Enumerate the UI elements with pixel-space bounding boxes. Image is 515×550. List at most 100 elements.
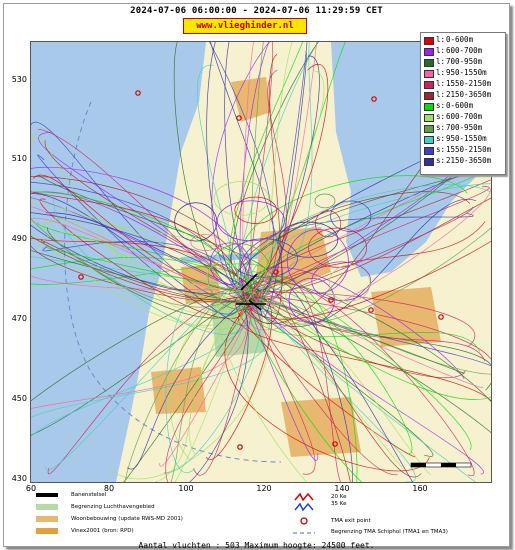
legend-key: s: [436,156,446,165]
legend-swatch [424,103,434,111]
flight-track [217,290,308,482]
time-range-title: 2024-07-06 06:00:00 - 2024-07-06 11:29:5… [130,6,383,16]
flight-track [189,281,254,455]
holding-loop [288,277,335,323]
legend-tma-exit: TMA exit point [331,518,371,524]
holding-loop [209,242,250,285]
legend-key: s: [436,101,446,110]
flight-track [159,289,258,482]
runway-system [236,273,266,311]
flight-track [32,174,251,292]
flight-track [238,206,473,312]
legend-swatch [424,114,434,122]
legend-item: s: 0-600m [424,101,504,111]
flight-track [243,299,491,434]
flight-track [31,224,247,295]
flight-track [259,51,307,317]
legend-range: 0-600m [446,101,474,110]
holding-loop [174,202,218,242]
holding-loop [190,234,221,251]
flight-track [242,299,398,476]
airport-boundary-swatch [36,504,58,510]
vinex-swatch [36,528,58,534]
legend-runway: Banenstelsel [71,492,107,498]
holding-loop [234,196,277,224]
flight-track [237,191,471,293]
flight-track [245,276,358,482]
flight-track [224,305,430,472]
y-tick-label: 450 [11,394,27,403]
flight-track [31,291,261,437]
noise-contour-icon [294,492,314,512]
flight-track [240,212,474,292]
legend-swatch [424,92,434,100]
legend-range: 950-1550m [446,68,487,77]
y-tick-label: 490 [11,234,27,243]
flight-track [44,246,270,302]
legend-key: l: [436,79,446,88]
holding-loop [315,210,342,238]
x-tick-label: 60 [25,484,37,493]
flight-track [258,227,491,325]
legend-key: s: [436,123,446,132]
legend-swatch [424,136,434,144]
legend-range: 700-950m [446,123,483,132]
legend-range: 2150-3650m [446,90,492,99]
legend-ke35: 35 Ke [331,501,347,507]
legend-range: 1550-2150m [446,79,492,88]
flight-track [165,286,249,473]
brand-link[interactable]: www.vlieghinder.nl [183,18,307,34]
legend-item: l: 2150-3650m [424,90,504,100]
flight-count-summary: Aantal vluchten : 503 Maximum hoogte: 24… [138,541,375,550]
legend-key: l: [436,90,446,99]
holding-loop [213,181,270,216]
flight-track [206,42,247,306]
flight-track [31,237,261,299]
flight-track [193,281,257,476]
flight-track [244,168,491,288]
holding-loop [311,261,372,301]
legend-item: s: 950-1550m [424,134,504,144]
flight-track [31,257,255,298]
north-sea-water [31,42,206,482]
holding-loop [328,264,371,302]
flight-track [163,302,261,474]
legend-tma-boundary: Begrenzing TMA Schiphol (TMA1 en TMA3) [331,529,448,535]
legend-vinex: Vinex2001 (bron: RPD) [71,528,134,534]
flight-track [31,302,247,409]
legend-key: s: [436,112,446,121]
legend-key: l: [436,68,446,77]
flight-track [241,299,491,400]
legend-swatch [424,48,434,56]
runway-swatch [36,493,58,497]
scale-bar [410,462,472,468]
legend-swatch [424,59,434,67]
y-tick-label: 470 [11,314,27,323]
legend-range: 600-700m [446,46,483,55]
x-tick-label: 100 [178,484,194,493]
legend-item: s: 700-950m [424,123,504,133]
legend-range: 0-600m [446,35,474,44]
legend-item: s: 600-700m [424,112,504,122]
urban-area-utrecht [281,397,361,457]
flight-track [228,42,304,292]
holding-loop [286,229,349,294]
flight-track-map[interactable] [30,41,492,483]
flight-track [250,288,484,475]
altitude-legend: l: 0-600m l: 600-700m l: 700-950m l: 950-155… [420,32,506,175]
legend-range: 2150-3650m [446,156,492,165]
flight-track [37,154,242,315]
y-tick-label: 510 [11,154,27,163]
chart-frame: 2024-07-06 06:00:00 - 2024-07-06 11:29:5… [3,3,510,550]
flight-track [42,240,256,301]
flight-track [127,293,255,470]
legend-ke20: 20 Ke [331,494,347,500]
flight-track [248,162,491,297]
flight-track [260,299,416,482]
flight-track [37,232,256,291]
flight-track [241,55,320,311]
legend-key: l: [436,35,446,44]
x-tick-label: 120 [256,484,272,493]
flight-track [231,285,484,388]
legend-key: l: [436,46,446,55]
